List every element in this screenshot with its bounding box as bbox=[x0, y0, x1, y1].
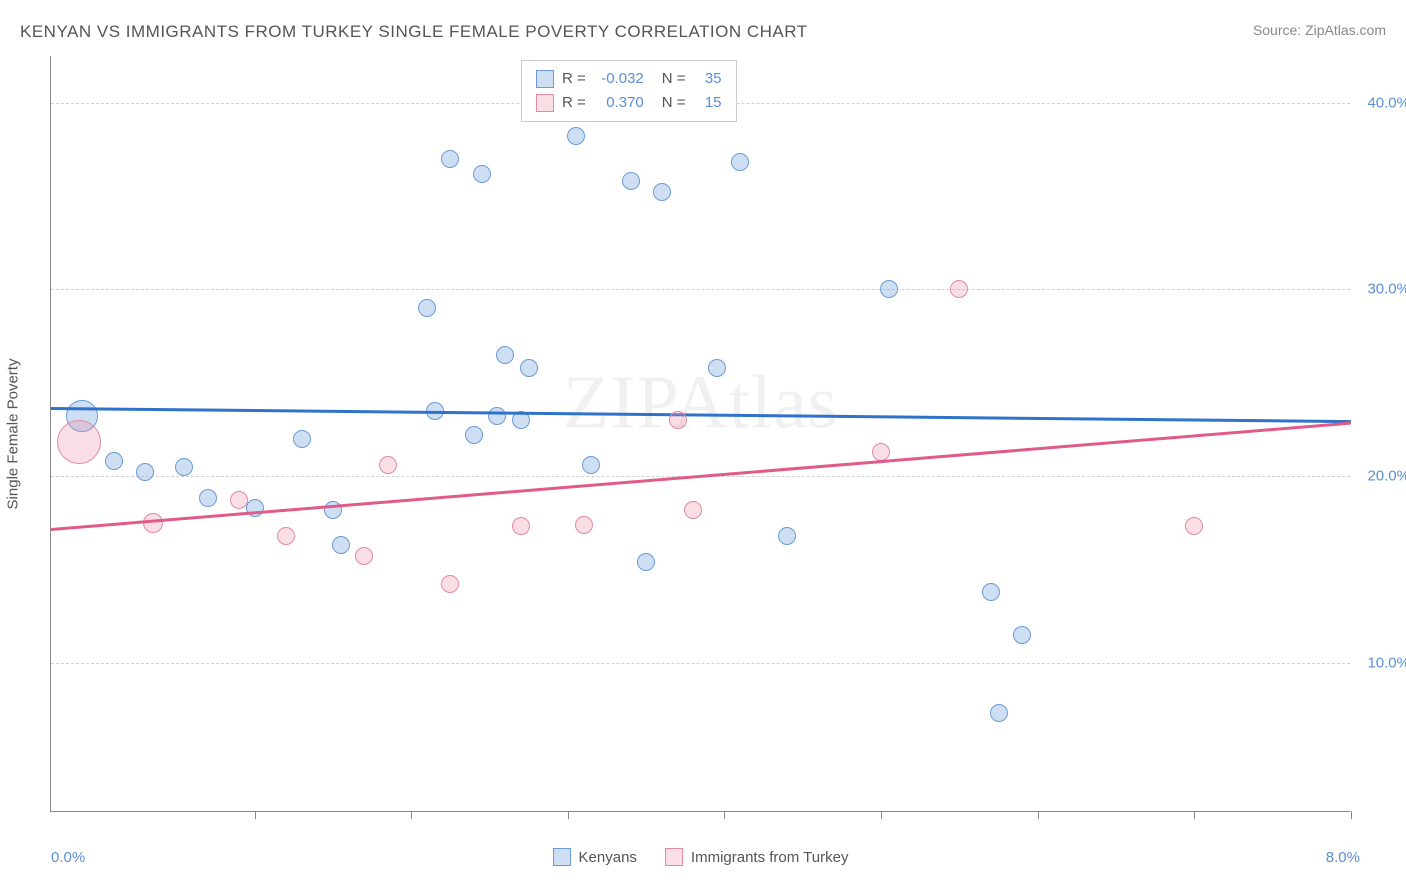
legend-n-label: N = bbox=[662, 91, 686, 115]
x-tick bbox=[1194, 811, 1195, 819]
data-point bbox=[324, 501, 342, 519]
data-point bbox=[880, 280, 898, 298]
x-tick bbox=[881, 811, 882, 819]
data-point bbox=[778, 527, 796, 545]
data-point bbox=[582, 456, 600, 474]
y-tick-label: 20.0% bbox=[1360, 468, 1406, 485]
gridline bbox=[51, 663, 1350, 664]
data-point bbox=[1013, 626, 1031, 644]
source-attribution: Source: ZipAtlas.com bbox=[1253, 22, 1386, 38]
data-point bbox=[379, 456, 397, 474]
legend-series-name: Kenyans bbox=[579, 849, 637, 866]
data-point bbox=[1185, 517, 1203, 535]
data-point bbox=[520, 359, 538, 377]
x-tick bbox=[411, 811, 412, 819]
data-point bbox=[332, 536, 350, 554]
data-point bbox=[441, 575, 459, 593]
data-point bbox=[575, 516, 593, 534]
x-tick bbox=[724, 811, 725, 819]
x-tick bbox=[568, 811, 569, 819]
legend-n-value: 15 bbox=[694, 91, 722, 115]
data-point bbox=[488, 407, 506, 425]
data-point bbox=[496, 346, 514, 364]
watermark: ZIPAtlas bbox=[563, 360, 838, 447]
data-point bbox=[277, 527, 295, 545]
trend-line bbox=[51, 407, 1351, 423]
y-axis-title: Single Female Poverty bbox=[5, 358, 22, 509]
scatter-plot-area: ZIPAtlas Single Female Poverty 0.0% 8.0%… bbox=[50, 56, 1350, 812]
data-point bbox=[465, 426, 483, 444]
correlation-legend: R = -0.032 N = 35 R = 0.370 N = 15 bbox=[521, 60, 737, 122]
data-point bbox=[230, 491, 248, 509]
data-point bbox=[512, 517, 530, 535]
data-point bbox=[199, 489, 217, 507]
data-point bbox=[175, 458, 193, 476]
legend-r-value: -0.032 bbox=[594, 67, 644, 91]
data-point bbox=[990, 704, 1008, 722]
chart-title: KENYAN VS IMMIGRANTS FROM TURKEY SINGLE … bbox=[20, 22, 808, 42]
legend-row: R = -0.032 N = 35 bbox=[536, 67, 722, 91]
data-point bbox=[418, 299, 436, 317]
y-tick-label: 30.0% bbox=[1360, 281, 1406, 298]
data-point bbox=[293, 430, 311, 448]
x-tick bbox=[1351, 811, 1352, 819]
data-point bbox=[567, 127, 585, 145]
legend-item: Immigrants from Turkey bbox=[665, 848, 849, 866]
data-point bbox=[872, 443, 890, 461]
legend-row: R = 0.370 N = 15 bbox=[536, 91, 722, 115]
legend-swatch bbox=[536, 94, 554, 112]
data-point bbox=[441, 150, 459, 168]
legend-swatch bbox=[665, 848, 683, 866]
legend-n-value: 35 bbox=[694, 67, 722, 91]
data-point bbox=[653, 183, 671, 201]
series-legend: Kenyans Immigrants from Turkey bbox=[553, 848, 849, 866]
data-point bbox=[136, 463, 154, 481]
data-point bbox=[731, 153, 749, 171]
legend-r-label: R = bbox=[562, 91, 586, 115]
data-point bbox=[105, 452, 123, 470]
data-point bbox=[622, 172, 640, 190]
data-point bbox=[57, 420, 101, 464]
y-tick-label: 10.0% bbox=[1360, 654, 1406, 671]
legend-r-label: R = bbox=[562, 67, 586, 91]
legend-r-value: 0.370 bbox=[594, 91, 644, 115]
x-tick bbox=[1038, 811, 1039, 819]
data-point bbox=[708, 359, 726, 377]
x-axis-min-label: 0.0% bbox=[51, 849, 85, 866]
data-point bbox=[669, 411, 687, 429]
header-row: KENYAN VS IMMIGRANTS FROM TURKEY SINGLE … bbox=[20, 22, 1386, 42]
data-point bbox=[982, 583, 1000, 601]
data-point bbox=[355, 547, 373, 565]
legend-series-name: Immigrants from Turkey bbox=[691, 849, 849, 866]
data-point bbox=[473, 165, 491, 183]
data-point bbox=[950, 280, 968, 298]
gridline bbox=[51, 289, 1350, 290]
x-axis-max-label: 8.0% bbox=[1326, 849, 1360, 866]
data-point bbox=[684, 501, 702, 519]
x-tick bbox=[255, 811, 256, 819]
legend-swatch bbox=[536, 70, 554, 88]
data-point bbox=[637, 553, 655, 571]
y-tick-label: 40.0% bbox=[1360, 94, 1406, 111]
legend-n-label: N = bbox=[662, 67, 686, 91]
legend-swatch bbox=[553, 848, 571, 866]
legend-item: Kenyans bbox=[553, 848, 637, 866]
